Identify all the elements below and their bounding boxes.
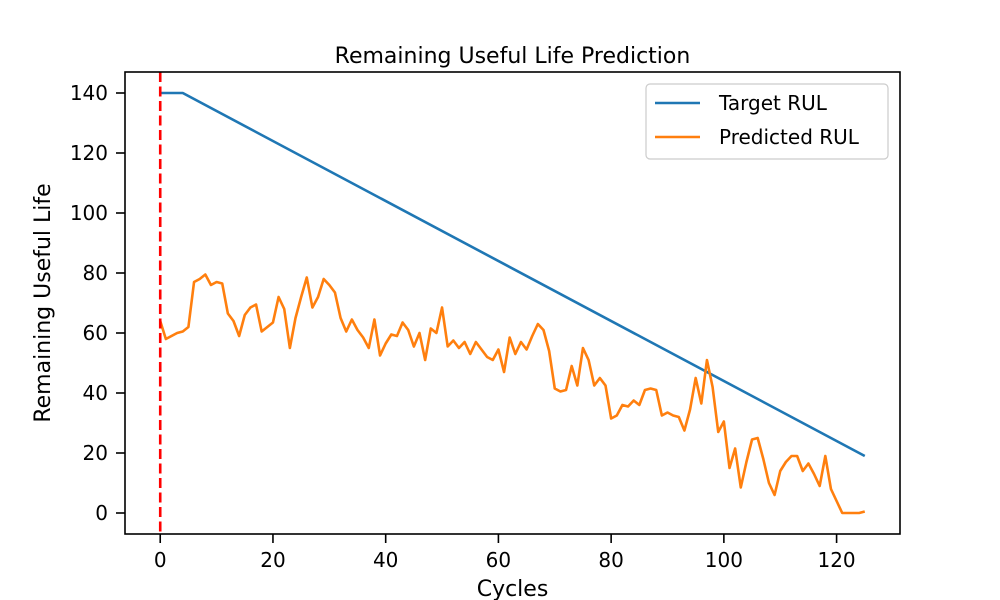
axes-frame xyxy=(124,71,901,535)
y-tick-label: 60 xyxy=(83,321,108,345)
x-tick-label: 40 xyxy=(373,548,398,572)
y-axis-label: Remaining Useful Life xyxy=(31,183,56,422)
y-tick-label: 120 xyxy=(70,141,108,165)
axis-ticks: 0 20 40 60 80 100 120 0 20 40 60 80 100 120 140 xyxy=(70,81,856,572)
x-tick-label: 80 xyxy=(598,548,623,572)
y-tick-label: 20 xyxy=(83,441,108,465)
legend: Target RUL Predicted RUL xyxy=(645,83,889,160)
series-line-predicted-rul xyxy=(158,273,866,515)
chart-title: Remaining Useful Life Prediction xyxy=(335,44,691,69)
x-tick-label: 100 xyxy=(705,548,743,572)
y-tick-label: 140 xyxy=(70,81,108,105)
y-tick-label: 40 xyxy=(83,381,108,405)
x-tick-label: 0 xyxy=(154,548,167,572)
series-line-target-rul xyxy=(160,91,866,458)
legend-label-predicted: Predicted RUL xyxy=(719,125,860,149)
y-tick-label: 80 xyxy=(83,261,108,285)
plot-lines xyxy=(158,72,866,534)
x-axis-label: Cycles xyxy=(477,577,549,600)
x-tick-label: 120 xyxy=(817,548,855,572)
legend-label-target: Target RUL xyxy=(718,91,828,115)
legend-box xyxy=(645,83,889,160)
x-tick-label: 60 xyxy=(486,548,511,572)
y-tick-label: 0 xyxy=(95,501,108,525)
y-tick-label: 100 xyxy=(70,201,108,225)
x-tick-label: 20 xyxy=(260,548,285,572)
